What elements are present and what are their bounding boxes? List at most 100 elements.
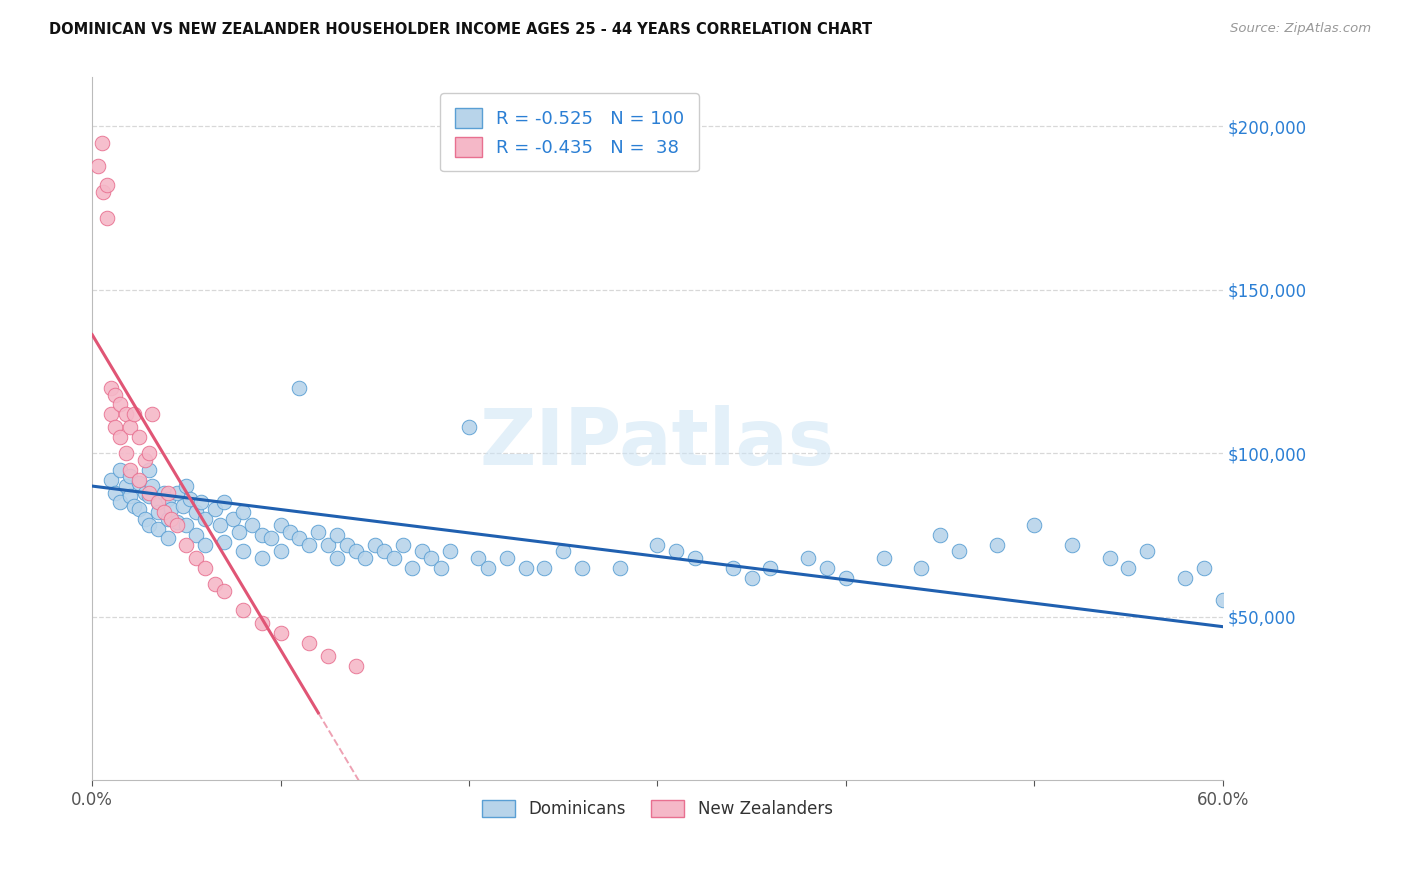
Point xyxy=(1098,551,1121,566)
Point xyxy=(609,561,631,575)
Point xyxy=(467,551,489,566)
Point xyxy=(260,532,283,546)
Point xyxy=(553,544,575,558)
Point xyxy=(209,518,232,533)
Point xyxy=(1192,561,1215,575)
Point xyxy=(364,538,387,552)
Point xyxy=(232,603,254,617)
Point xyxy=(166,485,188,500)
Point xyxy=(759,561,782,575)
Point xyxy=(344,659,367,673)
Point xyxy=(128,475,150,490)
Point xyxy=(166,515,188,529)
Point xyxy=(152,505,174,519)
Point xyxy=(118,420,141,434)
Legend: Dominicans, New Zealanders: Dominicans, New Zealanders xyxy=(475,793,839,825)
Point xyxy=(298,538,321,552)
Point xyxy=(118,469,141,483)
Point xyxy=(797,551,820,566)
Point xyxy=(373,544,395,558)
Point xyxy=(172,499,194,513)
Point xyxy=(270,544,292,558)
Point xyxy=(138,463,160,477)
Point xyxy=(326,528,349,542)
Point xyxy=(194,512,217,526)
Point xyxy=(160,512,183,526)
Point xyxy=(240,518,263,533)
Text: Source: ZipAtlas.com: Source: ZipAtlas.com xyxy=(1230,22,1371,36)
Point xyxy=(110,397,132,411)
Point xyxy=(96,178,118,193)
Point xyxy=(134,485,156,500)
Point xyxy=(156,492,179,507)
Point xyxy=(222,512,245,526)
Point xyxy=(344,544,367,558)
Text: DOMINICAN VS NEW ZEALANDER HOUSEHOLDER INCOME AGES 25 - 44 YEARS CORRELATION CHA: DOMINICAN VS NEW ZEALANDER HOUSEHOLDER I… xyxy=(49,22,872,37)
Point xyxy=(100,407,122,421)
Point xyxy=(184,528,207,542)
Point xyxy=(138,446,160,460)
Point xyxy=(134,512,156,526)
Point xyxy=(721,561,744,575)
Point xyxy=(156,485,179,500)
Point xyxy=(184,551,207,566)
Point xyxy=(392,538,415,552)
Point xyxy=(100,381,122,395)
Point xyxy=(316,649,339,664)
Point xyxy=(298,636,321,650)
Point xyxy=(110,495,132,509)
Point xyxy=(477,561,499,575)
Point xyxy=(212,495,235,509)
Point xyxy=(533,561,555,575)
Point xyxy=(665,544,688,558)
Point xyxy=(138,518,160,533)
Point xyxy=(204,577,226,591)
Point xyxy=(335,538,357,552)
Point xyxy=(307,524,329,539)
Point xyxy=(90,136,112,150)
Point xyxy=(250,528,273,542)
Point xyxy=(212,534,235,549)
Point xyxy=(128,430,150,444)
Point xyxy=(288,532,311,546)
Point xyxy=(176,538,198,552)
Point xyxy=(232,505,254,519)
Point xyxy=(429,561,451,575)
Point xyxy=(316,538,339,552)
Point xyxy=(872,551,894,566)
Point xyxy=(228,524,250,539)
Point xyxy=(160,502,183,516)
Point xyxy=(354,551,377,566)
Point xyxy=(115,479,138,493)
Point xyxy=(115,446,138,460)
Point xyxy=(179,492,201,507)
Point xyxy=(1174,571,1197,585)
Text: ZIPatlas: ZIPatlas xyxy=(479,405,835,481)
Point xyxy=(134,453,156,467)
Point xyxy=(647,538,669,552)
Point xyxy=(986,538,1008,552)
Point xyxy=(204,502,226,516)
Point xyxy=(420,551,443,566)
Point xyxy=(929,528,952,542)
Point xyxy=(401,561,423,575)
Point xyxy=(683,551,706,566)
Point xyxy=(948,544,970,558)
Point xyxy=(115,407,138,421)
Point xyxy=(194,561,217,575)
Point xyxy=(128,473,150,487)
Point xyxy=(166,518,188,533)
Point xyxy=(571,561,593,575)
Point xyxy=(250,551,273,566)
Point xyxy=(122,407,145,421)
Point xyxy=(141,407,163,421)
Point xyxy=(146,495,169,509)
Point xyxy=(910,561,932,575)
Point xyxy=(288,381,311,395)
Point xyxy=(1024,518,1046,533)
Point xyxy=(278,524,301,539)
Point xyxy=(138,485,160,500)
Point xyxy=(104,387,127,401)
Point xyxy=(495,551,517,566)
Point xyxy=(176,518,198,533)
